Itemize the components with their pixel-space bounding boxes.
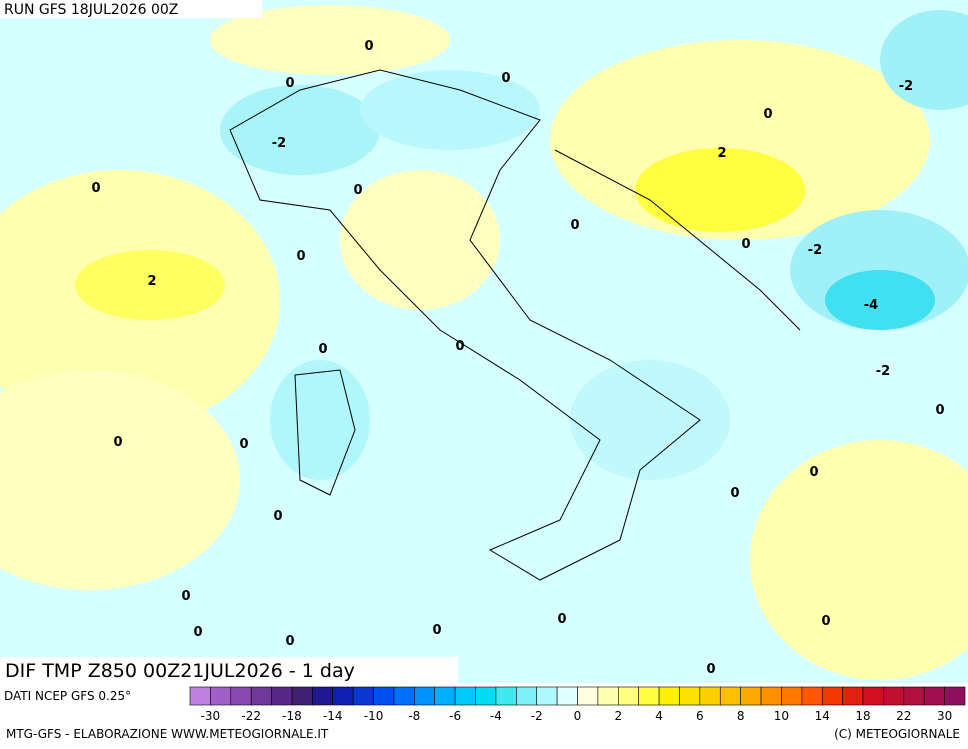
contour-label: 0 bbox=[432, 623, 441, 638]
colorbar-label: -4 bbox=[490, 709, 502, 723]
colorbar-label: -18 bbox=[282, 709, 302, 723]
colorbar-swatch bbox=[699, 686, 721, 706]
colorbar-swatch bbox=[883, 686, 905, 706]
colorbar-label: 6 bbox=[696, 709, 704, 723]
colorbar-label: 2 bbox=[614, 709, 622, 723]
contour-label: 2 bbox=[717, 146, 726, 161]
map-title: DIF TMP Z850 00Z21JUL2026 - 1 day bbox=[5, 660, 355, 682]
colorbar-swatch bbox=[352, 686, 374, 706]
colorbar-label: 18 bbox=[855, 709, 870, 723]
colorbar-swatch bbox=[944, 686, 966, 706]
contour-label: 0 bbox=[181, 589, 190, 604]
colorbar-swatch bbox=[230, 686, 252, 706]
colorbar-label: 30 bbox=[937, 709, 952, 723]
contour-label: 0 bbox=[193, 625, 202, 640]
contour-label: 0 bbox=[706, 662, 715, 677]
source-label: DATI NCEP GFS 0.25° bbox=[4, 689, 131, 703]
contour-label: 0 bbox=[318, 342, 327, 357]
contour-label: -2 bbox=[876, 364, 890, 379]
colorbar-label: 22 bbox=[896, 709, 911, 723]
colorbar-swatch bbox=[454, 686, 476, 706]
contour-label: 0 bbox=[935, 403, 944, 418]
contour-label: 0 bbox=[364, 39, 373, 54]
colorbar-label: -2 bbox=[531, 709, 543, 723]
contour-label: 0 bbox=[557, 612, 566, 627]
contour-label: 0 bbox=[285, 76, 294, 91]
contour-label: 2 bbox=[147, 274, 156, 289]
footer-left: MTG-GFS - ELABORAZIONE WWW.METEOGIORNALE… bbox=[6, 727, 329, 741]
colorbar-swatch bbox=[475, 686, 497, 706]
colorbar-swatch bbox=[740, 686, 762, 706]
map-field bbox=[0, 0, 968, 683]
colorbar-swatch bbox=[617, 686, 639, 706]
contour-label: 0 bbox=[296, 249, 305, 264]
colorbar-swatch bbox=[597, 686, 619, 706]
contour-label: 0 bbox=[501, 71, 510, 86]
contour-label: 0 bbox=[239, 437, 248, 452]
contour-label: 0 bbox=[809, 465, 818, 480]
colorbar-swatch bbox=[658, 686, 680, 706]
colorbar-swatch bbox=[821, 686, 843, 706]
contour-label: -4 bbox=[864, 298, 878, 313]
contour-label: 0 bbox=[113, 435, 122, 450]
contour-label: 0 bbox=[285, 634, 294, 649]
contour-label: 0 bbox=[730, 486, 739, 501]
colorbar-swatch bbox=[903, 686, 925, 706]
contour-label: 0 bbox=[763, 107, 772, 122]
colorbar-label: 10 bbox=[774, 709, 789, 723]
colorbar-swatch bbox=[312, 686, 334, 706]
colorbar-swatch bbox=[414, 686, 436, 706]
colorbar-swatch bbox=[842, 686, 864, 706]
colorbar-swatch bbox=[291, 686, 313, 706]
title-box bbox=[0, 657, 458, 683]
contour-label: 0 bbox=[353, 183, 362, 198]
colorbar-swatch bbox=[719, 686, 741, 706]
header-box bbox=[0, 0, 262, 18]
colorbar-swatch bbox=[760, 686, 782, 706]
colorbar-swatch bbox=[577, 686, 599, 706]
run-label: RUN GFS 18JUL2026 00Z bbox=[4, 2, 178, 18]
footer-right: (C) METEOGIORNALE bbox=[834, 727, 960, 741]
colorbar-label: 0 bbox=[574, 709, 582, 723]
colorbar-swatch bbox=[250, 686, 272, 706]
colorbar-swatch bbox=[189, 686, 211, 706]
colorbar-swatch bbox=[210, 686, 232, 706]
colorbar-label: -6 bbox=[449, 709, 461, 723]
contour-label: 0 bbox=[741, 237, 750, 252]
colorbar-swatch bbox=[638, 686, 660, 706]
contour-label: 0 bbox=[570, 218, 579, 233]
colorbar-swatch bbox=[373, 686, 395, 706]
colorbar-label: 4 bbox=[655, 709, 663, 723]
colorbar-label: 8 bbox=[737, 709, 745, 723]
contour-label: -2 bbox=[899, 79, 913, 94]
contour-label: 0 bbox=[455, 339, 464, 354]
contour-label: -2 bbox=[808, 243, 822, 258]
colorbar-swatch bbox=[271, 686, 293, 706]
colorbar-label: -22 bbox=[241, 709, 261, 723]
colorbar-swatch bbox=[332, 686, 354, 706]
colorbar-swatch bbox=[434, 686, 456, 706]
colorbar-swatch bbox=[536, 686, 558, 706]
colorbar-label: -8 bbox=[408, 709, 420, 723]
contour-label: 0 bbox=[821, 614, 830, 629]
colorbar-label: 14 bbox=[815, 709, 830, 723]
colorbar-label: -30 bbox=[201, 709, 221, 723]
contour-label: 0 bbox=[273, 509, 282, 524]
colorbar-label: -10 bbox=[364, 709, 384, 723]
contour-label: 0 bbox=[91, 181, 100, 196]
colorbar-swatch bbox=[801, 686, 823, 706]
colorbar-label: -14 bbox=[323, 709, 343, 723]
colorbar-swatch bbox=[393, 686, 415, 706]
colorbar-swatch bbox=[679, 686, 701, 706]
colorbar-swatch bbox=[495, 686, 517, 706]
colorbar-swatch bbox=[781, 686, 803, 706]
colorbar-swatch bbox=[516, 686, 538, 706]
colorbar-swatch bbox=[556, 686, 578, 706]
colorbar-swatch bbox=[923, 686, 945, 706]
contour-label: -2 bbox=[272, 136, 286, 151]
colorbar-swatch bbox=[862, 686, 884, 706]
